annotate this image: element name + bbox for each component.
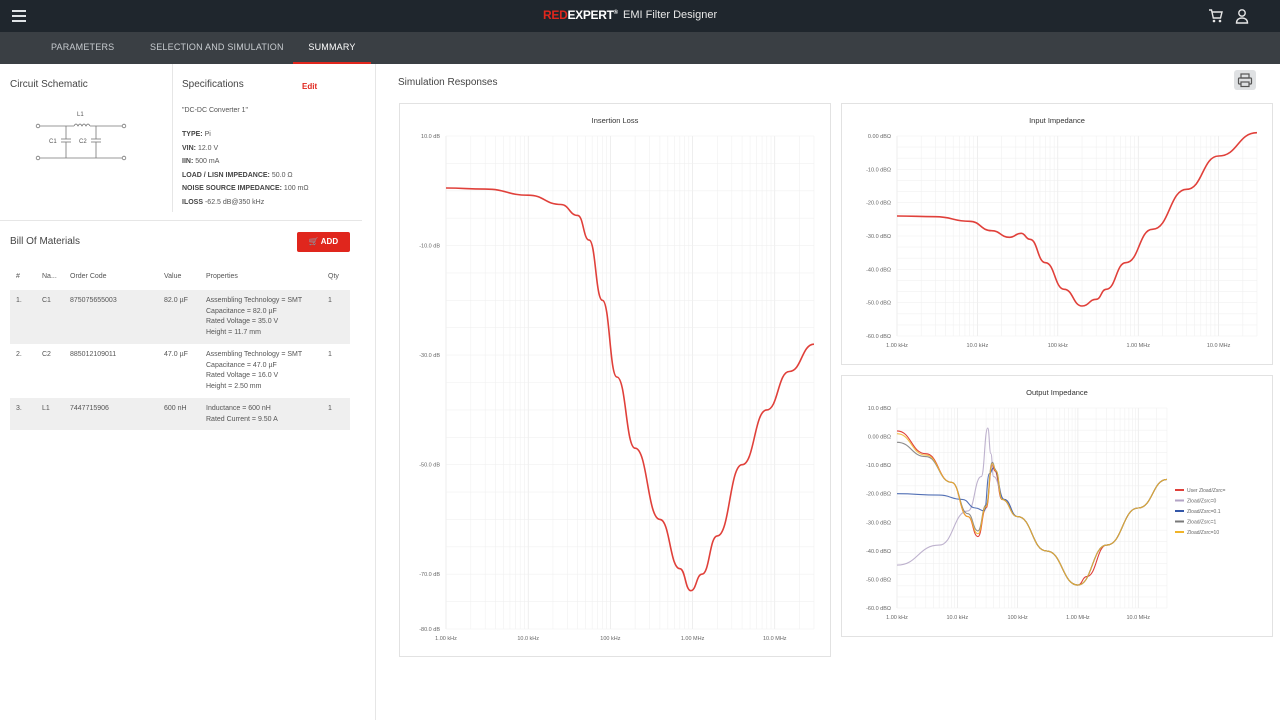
- y-tick-label: -20.0 dBΩ: [866, 492, 891, 498]
- y-tick-label: -50.0 dBΩ: [866, 577, 891, 583]
- tab-summary[interactable]: SUMMARY: [293, 32, 371, 64]
- x-tick-label: 100 kHz: [1008, 615, 1028, 621]
- table-row[interactable]: 1. C1 875075655003 82.0 µF Assembling Te…: [10, 290, 350, 344]
- insertion-loss-card: Insertion Loss 10.0 dB -10.0 dB -30.0 dB -5…: [399, 103, 831, 657]
- top-bar: REDEXPERT® EMI Filter Designer: [0, 0, 1280, 32]
- x-tick-label: 1.00 kHz: [435, 636, 457, 642]
- bom-table: # Na... Order Code Value Properties Qty …: [10, 266, 350, 430]
- series-line: [896, 131, 1258, 307]
- y-tick-label: -80.0 dB: [419, 627, 440, 633]
- y-tick-label: -40.0 dBΩ: [866, 549, 891, 555]
- circuit-schematic: L1 C1 C2: [35, 112, 127, 161]
- y-tick-label: -70.0 dB: [419, 572, 440, 578]
- table-header: # Na... Order Code Value Properties Qty: [16, 273, 339, 280]
- tab-bar: PARAMETERS SELECTION AND SIMULATION SUMM…: [0, 32, 1280, 90]
- x-tick-label: 1.00 MHz: [1066, 615, 1090, 621]
- app-title: EMI Filter Designer: [623, 9, 718, 21]
- simulation-title: Simulation Responses: [398, 77, 498, 88]
- simulation-panel: Simulation Responses Insertion Loss 10.0…: [377, 64, 1280, 720]
- x-tick-label: 10.0 kHz: [967, 343, 989, 349]
- y-tick-label: 10.0 dBΩ: [868, 406, 891, 412]
- tab-selection-and-simulation[interactable]: SELECTION AND SIMULATION: [150, 42, 284, 52]
- y-tick-label: 0.00 dBΩ: [868, 134, 891, 140]
- y-tick-label: -50.0 dB: [419, 463, 440, 469]
- y-tick-label: -30.0 dB: [419, 353, 440, 359]
- x-tick-label: 1.00 MHz: [681, 636, 705, 642]
- x-tick-label: 10.0 kHz: [517, 636, 539, 642]
- insertion-loss-chart: 10.0 dB -10.0 dB -30.0 dB -50.0 dB -70.0 dB -…: [419, 134, 815, 642]
- print-icon: [1237, 73, 1253, 88]
- y-tick-label: 10.0 dB: [421, 134, 440, 140]
- input-impedance-chart: 0.00 dBΩ -10.0 dBΩ -20.0 dBΩ -30.0 dBΩ -40.0…: [866, 131, 1258, 349]
- legend-entry: User Zload/Zsrc=: [1187, 488, 1226, 494]
- chart-title: Input Impedance: [1029, 116, 1085, 125]
- bom-title: Bill Of Materials: [10, 236, 81, 247]
- legend-entry: Zload/Zsrc=10: [1187, 530, 1219, 536]
- series-line: [896, 433, 1168, 586]
- y-tick-label: -60.0 dBΩ: [866, 606, 891, 612]
- legend-entry: Zload/Zsrc=1: [1187, 520, 1217, 526]
- y-tick-label: -10.0 dBΩ: [866, 167, 891, 173]
- cart-icon: 🛒: [308, 237, 319, 246]
- schematic-label-c1: C1: [49, 139, 57, 145]
- spec-name: "DC-DC Converter 1": [182, 107, 249, 114]
- cart-icon[interactable]: [1208, 8, 1224, 24]
- y-tick-label: -30.0 dBΩ: [866, 520, 891, 526]
- y-tick-label: -30.0 dBΩ: [866, 234, 891, 240]
- y-tick-label: 0.00 dBΩ: [868, 435, 891, 441]
- tab-parameters[interactable]: PARAMETERS: [51, 42, 115, 52]
- table-row[interactable]: 3. L1 7447715906 600 nH Inductance = 600…: [10, 398, 350, 430]
- divider: [0, 220, 362, 221]
- y-tick-label: -20.0 dBΩ: [866, 201, 891, 207]
- x-tick-label: 10.0 MHz: [1207, 343, 1231, 349]
- menu-icon[interactable]: [12, 10, 26, 22]
- x-tick-label: 1.00 MHz: [1126, 343, 1150, 349]
- output-impedance-card: Output Impedance 10.0 dBΩ 0.00 dBΩ -10.0 d…: [841, 375, 1273, 637]
- y-tick-label: -40.0 dBΩ: [866, 267, 891, 273]
- x-tick-label: 10.0 MHz: [763, 636, 787, 642]
- y-tick-label: -50.0 dBΩ: [866, 301, 891, 307]
- legend-entry: Zload/Zsrc=0.1: [1187, 509, 1221, 515]
- schematic-label-c2: C2: [79, 139, 87, 145]
- x-tick-label: 10.0 kHz: [946, 615, 968, 621]
- schematic-title: Circuit Schematic: [10, 79, 88, 90]
- divider: [172, 64, 173, 212]
- x-tick-label: 1.00 kHz: [886, 615, 908, 621]
- specifications-title: Specifications: [182, 79, 244, 90]
- x-tick-label: 100 kHz: [600, 636, 620, 642]
- y-tick-label: -10.0 dB: [419, 244, 440, 250]
- table-row[interactable]: 2. C2 885012109011 47.0 µF Assembling Te…: [10, 344, 350, 398]
- series-line: [445, 187, 815, 592]
- input-impedance-card: Input Impedance 0.00 dBΩ -10.0 dBΩ -20.0 d…: [841, 103, 1273, 365]
- x-tick-label: 10.0 MHz: [1126, 615, 1150, 621]
- series-line: [896, 427, 1168, 586]
- y-tick-label: -60.0 dBΩ: [866, 334, 891, 340]
- summary-left-panel: Circuit Schematic L1 C1 C2 Specification…: [0, 64, 376, 720]
- y-tick-label: -10.0 dBΩ: [866, 463, 891, 469]
- add-button[interactable]: 🛒 ADD: [297, 232, 350, 252]
- print-button[interactable]: [1234, 70, 1256, 90]
- chart-title: Output Impedance: [1026, 388, 1088, 397]
- output-impedance-chart: 10.0 dBΩ 0.00 dBΩ -10.0 dBΩ -20.0 dBΩ -30.0 …: [866, 406, 1226, 621]
- schematic-label-l1: L1: [77, 112, 84, 118]
- x-tick-label: 100 kHz: [1048, 343, 1068, 349]
- x-tick-label: 1.00 kHz: [886, 343, 908, 349]
- legend-entry: Zload/Zsrc=0: [1187, 499, 1217, 505]
- brand-logo: REDEXPERT®: [543, 8, 618, 22]
- user-icon[interactable]: [1235, 8, 1249, 24]
- chart-title: Insertion Loss: [591, 116, 639, 125]
- spec-list: TYPE: Pi VIN: 12.0 V IIN: 500 mA LOAD / …: [182, 131, 309, 206]
- edit-specifications-link[interactable]: Edit: [302, 82, 318, 91]
